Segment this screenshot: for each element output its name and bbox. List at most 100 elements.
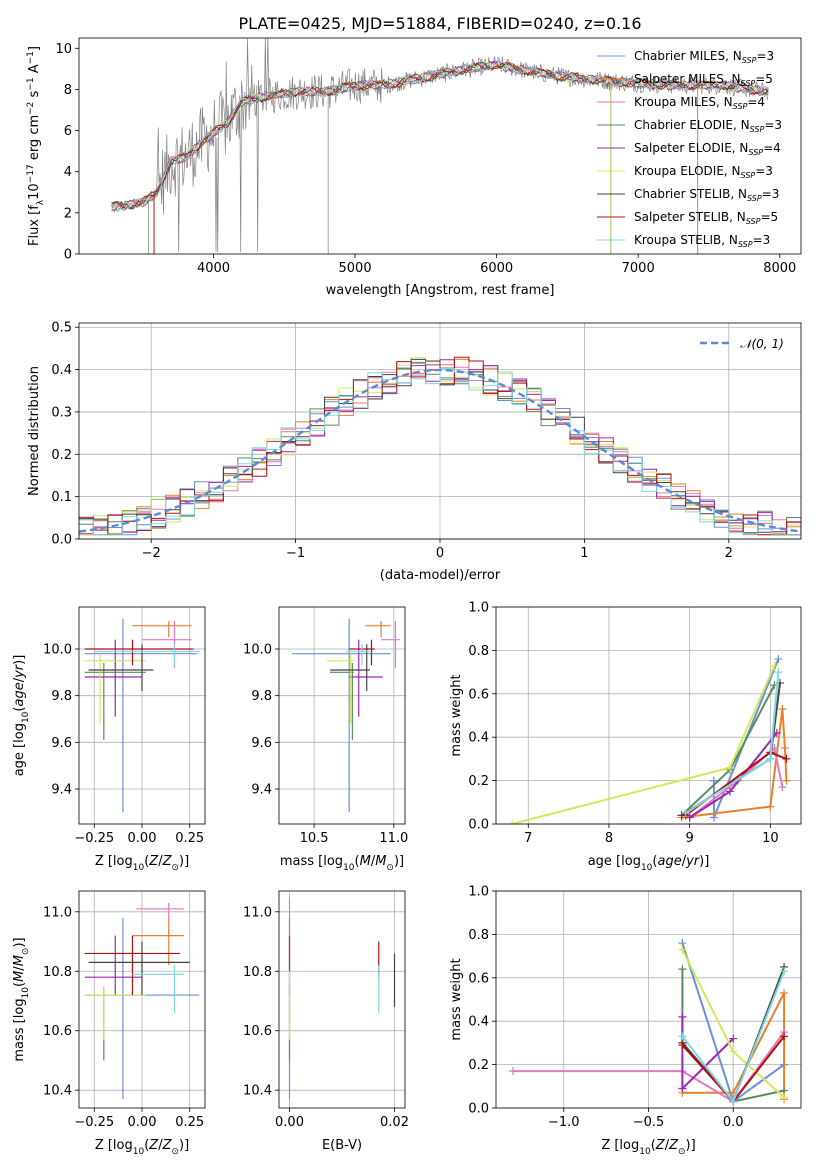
x-tick-label: 4000: [197, 261, 230, 276]
weight-marker: [780, 967, 789, 976]
y-tick-label: 0.8: [468, 644, 489, 659]
legend-label: Salpeter MILES, NSSP=5: [634, 72, 773, 88]
x-axis-label: wavelength [Angstrom, rest frame]: [326, 283, 555, 298]
weight-marker: [782, 776, 791, 785]
axes-mass_vs_Z: −0.25 0.00 0.25 10.4 10.6 10.8 11.0 Z [log10(Z/…: [12, 890, 206, 1157]
axes-weight_vs_age: 7 8 9 10 0.0 0.2 0.4 0.6 0.8 1.0 age [log10(age/yr…: [449, 601, 802, 873]
axes-residuals: −2 −1 0 1 2 0.0 0.1 0.2 0.3 0.4 0.5 𝒩(0, 1) (data-mo…: [27, 321, 802, 583]
normal-reference-curve: [79, 368, 799, 533]
x-tick-label: 6000: [480, 261, 513, 276]
y-tick-label: 10.6: [43, 1024, 72, 1039]
y-tick-label: 10: [55, 42, 72, 57]
weight-marker: [780, 1093, 789, 1102]
weight-marker: [508, 820, 517, 824]
y-axis-label: Flux [fλ10−17 erg cm−2 s−1 A−1]: [26, 46, 46, 246]
y-tick-label: 10.8: [243, 965, 272, 980]
y-tick-label: 1.0: [468, 601, 489, 616]
weight-line-kroupa-miles: [689, 746, 784, 819]
x-tick-label: 0.00: [128, 831, 157, 846]
panel-mass_vs_EBV: 0.00 0.02 10.4 10.6 10.8 11.0 E(B-V): [243, 890, 409, 1153]
y-tick-label: 0.3: [51, 405, 72, 420]
y-tick-label: 9.4: [51, 783, 72, 798]
x-tick-label: −0.5: [633, 1115, 665, 1130]
legend-label: Salpeter ELODIE, NSSP=4: [634, 141, 781, 157]
axes-frame: [278, 606, 406, 825]
y-tick-label: 10.6: [243, 1024, 272, 1039]
figure-title: PLATE=0425, MJD=51884, FIBERID=0240, z=0…: [238, 14, 641, 33]
plot-area-spectrum: [111, 38, 769, 254]
panel-residuals: −2 −1 0 1 2 0.0 0.1 0.2 0.3 0.4 0.5 𝒩(0, 1) (data-mo…: [27, 321, 802, 583]
y-tick-label: 0.4: [51, 363, 72, 378]
y-tick-label: 9.8: [251, 689, 272, 704]
y-axis-label: Normed distribution: [27, 366, 42, 496]
y-tick-label: 10.4: [243, 1084, 272, 1099]
panel-weight_vs_age: 7 8 9 10 0.0 0.2 0.4 0.6 0.8 1.0 age [log10(age/yr…: [449, 601, 802, 873]
axes-frame: [278, 890, 406, 1109]
weight-marker: [678, 1032, 687, 1041]
axes-frame: [495, 606, 802, 825]
x-tick-label: 10: [762, 831, 779, 846]
y-tick-label: 11.0: [43, 905, 72, 920]
spectrum-legend: Chabrier MILES, NSSP=3 Salpeter MILES, NS…: [597, 49, 782, 249]
legend-label: Salpeter STELIB, NSSP=5: [634, 210, 778, 226]
x-tick-label: 9: [686, 831, 694, 846]
weight-line-kroupa-elodie: [511, 665, 776, 824]
weight-marker: [685, 813, 694, 822]
x-tick-label: 0.25: [175, 831, 204, 846]
y-axis-label: mass weight: [449, 958, 464, 1040]
weight-marker: [729, 1047, 738, 1056]
y-tick-label: 0.2: [468, 1058, 489, 1073]
legend-label: 𝒩(0, 1): [740, 337, 784, 351]
legend-label: Kroupa ELODIE, NSSP=3: [634, 164, 773, 180]
x-tick-label: 5000: [339, 261, 372, 276]
model-line-kroupa-elodie: [111, 60, 769, 210]
y-tick-label: 1.0: [468, 885, 489, 900]
x-tick-label: 11.0: [379, 831, 408, 846]
axes-frame: [78, 37, 802, 255]
plot-area-age_vs_mass: [291, 618, 401, 813]
y-tick-label: 10.0: [243, 643, 272, 658]
weight-marker: [725, 787, 734, 796]
weight-marker: [508, 1067, 517, 1076]
weight-marker: [678, 965, 687, 974]
weight-marker: [681, 809, 690, 818]
panel-weight_vs_Z: −1.0 −0.5 0.0 0.0 0.2 0.4 0.6 0.8 1.0 Z [log10(Z/…: [449, 885, 802, 1157]
x-tick-label: 8: [605, 831, 613, 846]
weight-marker: [729, 1034, 738, 1043]
y-tick-label: 0.4: [468, 731, 489, 746]
model-line-salpeter-stelib: [111, 61, 769, 210]
y-axis-label: mass [log10(M/M⊙)]: [12, 937, 31, 1061]
weight-line-salpeter-miles: [682, 992, 786, 1100]
weight-marker: [782, 754, 791, 763]
axes-frame: [78, 890, 206, 1109]
axes-mass_vs_EBV: 0.00 0.02 10.4 10.6 10.8 11.0 E(B-V): [243, 890, 409, 1153]
model-line-chabrier-stelib: [111, 61, 769, 210]
x-tick-label: 10.5: [300, 831, 329, 846]
axes-frame: [495, 890, 802, 1109]
y-tick-label: 0.8: [468, 928, 489, 943]
weight-marker: [678, 1012, 687, 1021]
axes-weight_vs_Z: −1.0 −0.5 0.0 0.0 0.2 0.4 0.6 0.8 1.0 Z [log10(Z/…: [449, 885, 802, 1157]
y-tick-label: 9.8: [51, 689, 72, 704]
weight-marker: [774, 668, 783, 677]
x-tick-label: 0.00: [275, 1115, 304, 1130]
legend-label: Chabrier ELODIE, NSSP=3: [634, 118, 782, 134]
y-tick-label: 0.2: [468, 774, 489, 789]
weight-marker: [766, 754, 775, 763]
y-tick-label: 9.6: [251, 736, 272, 751]
plot-area-age_vs_Z: [84, 618, 200, 813]
weight-marker: [770, 661, 779, 670]
x-tick-label: 2: [725, 546, 733, 561]
weight-marker: [774, 655, 783, 664]
y-tick-label: 10.8: [43, 965, 72, 980]
weight-marker: [678, 1041, 687, 1050]
panel-mass_vs_Z: −0.25 0.00 0.25 10.4 10.6 10.8 11.0 Z [log10(Z/…: [12, 890, 206, 1157]
axes-age_vs_Z: −0.25 0.00 0.25 9.4 9.6 9.8 10.0 Z [log10(Z/Z⊙)…: [12, 606, 206, 873]
y-tick-label: 0: [64, 248, 72, 263]
legend-label: Kroupa MILES, NSSP=4: [634, 95, 765, 111]
legend-label: Kroupa STELIB, NSSP=3: [634, 233, 770, 249]
weight-marker: [725, 763, 734, 772]
y-tick-label: 8: [64, 83, 72, 98]
y-tick-label: 6: [64, 124, 72, 139]
